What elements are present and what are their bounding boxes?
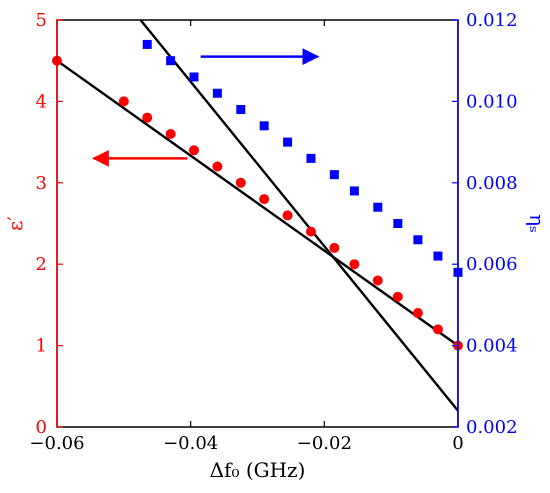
right-y-tick-label: 0.012 xyxy=(466,10,518,31)
fit-lines xyxy=(57,20,458,412)
data-point-square xyxy=(373,202,383,212)
x-tick-label: −0.02 xyxy=(297,433,352,454)
data-point-circle xyxy=(189,145,200,156)
left-y-tick-label: 5 xyxy=(36,10,47,31)
data-point-circle xyxy=(165,128,176,139)
data-point-circle xyxy=(235,177,246,188)
series-2 xyxy=(142,39,463,277)
left-y-tick-label: 0 xyxy=(36,417,47,438)
data-point-circle xyxy=(259,194,270,205)
data-point-circle xyxy=(349,259,360,270)
left-y-tick-label: 2 xyxy=(36,254,47,275)
series-1 xyxy=(52,55,463,351)
left-y-tick-label: 1 xyxy=(36,336,47,357)
right-y-tick-label: 0.002 xyxy=(466,417,518,438)
right-y-tick-label: 0.006 xyxy=(466,254,518,275)
data-point-square xyxy=(306,153,316,163)
data-point-square xyxy=(259,121,269,131)
data-point-circle xyxy=(372,275,383,286)
data-point-square xyxy=(212,88,222,98)
data-point-circle xyxy=(212,161,223,172)
data-point-square xyxy=(142,39,152,49)
data-point-square xyxy=(349,186,359,196)
plot-layer xyxy=(52,20,463,412)
data-point-circle xyxy=(142,112,153,123)
data-point-square xyxy=(236,105,246,115)
left-y-axis: 0 1 2 3 4 5 xyxy=(36,10,63,438)
data-point-square xyxy=(433,251,443,261)
right-y-tick-label: 0.010 xyxy=(466,91,518,112)
data-point-square xyxy=(393,219,403,228)
data-point-square xyxy=(329,170,339,180)
data-point-square xyxy=(413,235,423,245)
right-y-tick-label: 0.008 xyxy=(466,173,518,194)
x-axis: −0.06 −0.04 −0.02 0 xyxy=(29,20,464,454)
fit-line-2 xyxy=(139,20,458,412)
x-axis-label: Δf₀ (GHz) xyxy=(210,458,306,482)
data-point-circle xyxy=(329,242,340,253)
right-y-axis: 0.002 0.004 0.006 0.008 0.010 0.012 xyxy=(452,10,518,438)
fit-line-1 xyxy=(57,59,458,347)
data-point-circle xyxy=(118,96,129,107)
left-y-tick-label: 3 xyxy=(36,173,47,194)
data-point-square xyxy=(166,56,176,66)
data-point-square xyxy=(189,72,199,82)
data-point-circle xyxy=(432,324,443,335)
data-point-circle xyxy=(282,210,293,221)
left-y-tick-label: 4 xyxy=(36,91,47,112)
right-y-axis-label: ηₛ xyxy=(525,214,549,233)
left-y-axis-label: ε′ xyxy=(3,216,27,231)
data-point-circle xyxy=(392,291,403,302)
x-tick-label: −0.04 xyxy=(163,433,218,454)
x-tick-label: −0.06 xyxy=(29,433,84,454)
data-point-circle xyxy=(305,226,316,237)
data-point-circle xyxy=(412,308,423,319)
right-y-tick-label: 0.004 xyxy=(466,336,518,357)
x-tick-label: 0 xyxy=(452,433,463,454)
data-point-square xyxy=(283,137,293,147)
